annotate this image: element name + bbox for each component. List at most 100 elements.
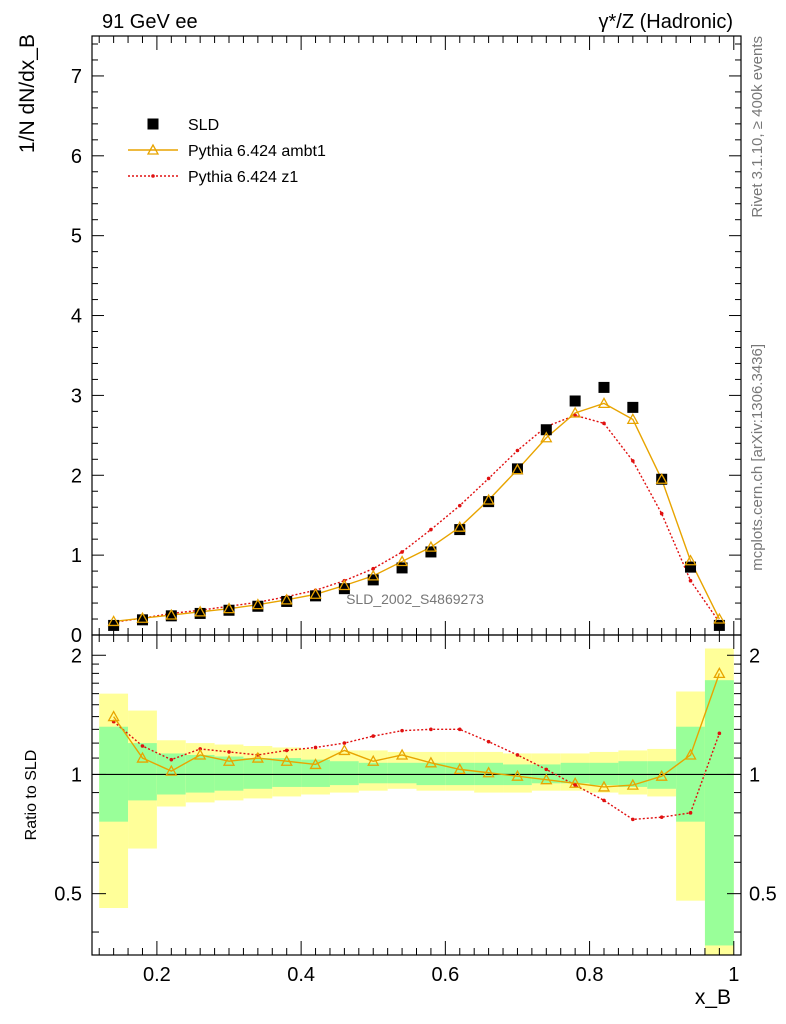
ratio-z1-point <box>515 753 520 757</box>
sld-point <box>685 561 697 573</box>
z1-point <box>631 459 635 463</box>
ratio-ambt1-point <box>655 769 668 781</box>
ambt1-point <box>395 555 409 567</box>
main-axes: 0 1 2 3 4 5 6 7 <box>71 35 742 647</box>
ratio-ytick-label: 1 <box>71 764 82 786</box>
ratio-ambt1-point <box>107 710 120 722</box>
ratio-z1-point <box>400 728 404 733</box>
ratio-ambt1-point <box>395 748 409 760</box>
ratio-ambt1-point <box>597 780 611 792</box>
sld-point <box>396 562 408 574</box>
sld-point <box>656 473 668 485</box>
main-ylabel: 1/N dN/dx_B <box>16 34 39 153</box>
sld-point <box>713 619 725 631</box>
ratio-z1-point <box>429 727 433 732</box>
ratio-ambt1-point <box>367 754 380 766</box>
main-ylabel-text: 1/N dN/dx_B <box>16 34 39 153</box>
z1-point <box>457 503 462 508</box>
ratio-ambt1-point <box>713 667 726 679</box>
x-tick-label: 0.6 <box>431 964 459 986</box>
main-ytick-label: 4 <box>71 306 82 328</box>
ratio-ambt1-point <box>453 763 466 775</box>
band-inner <box>128 743 157 801</box>
ambt1-point <box>482 493 495 505</box>
band-inner <box>358 762 388 784</box>
ratio-series-group <box>92 667 741 822</box>
ratio-z1-point <box>573 783 577 787</box>
ambt1-point <box>540 431 553 443</box>
band-inner <box>387 762 417 784</box>
ratio-uncertainty-bands <box>99 648 734 955</box>
ratio-ambt1-point <box>194 748 207 760</box>
band-inner <box>243 758 273 789</box>
ratio-ambt1-point <box>338 744 351 756</box>
z1-point <box>371 566 376 571</box>
ratio-z1-point <box>371 734 376 738</box>
sld-point <box>310 590 322 602</box>
main-ytick-label: 6 <box>71 146 82 168</box>
sld-point <box>598 381 610 393</box>
z1-line <box>113 414 720 623</box>
sld-point <box>454 524 466 536</box>
ambt1-point <box>655 472 668 484</box>
z1-point <box>573 413 577 418</box>
header-process: γ*/Z (Hadronic) <box>599 11 733 33</box>
legend-sld-marker <box>147 118 159 130</box>
ambt1-point <box>569 406 582 418</box>
ratio-z1-point <box>486 739 491 744</box>
ambt1-point <box>338 579 351 591</box>
legend-label: Pythia 6.424 ambt1 <box>188 143 326 160</box>
ratio-z1-point <box>140 744 145 748</box>
ratio-z1-point <box>544 767 549 772</box>
ratio-ambt1-point <box>165 764 178 776</box>
ambt1-line <box>113 402 720 623</box>
legend-ambt1-marker <box>146 143 160 155</box>
main-ytick-label: 7 <box>71 66 82 88</box>
ratio-z1-point <box>659 815 664 819</box>
ratio-ytick-label: 0.5 <box>54 884 82 906</box>
ratio-ambt1-point <box>511 769 524 781</box>
ratio-ambt1-point <box>251 751 264 763</box>
ambt1-point <box>222 602 236 614</box>
ambt1-point <box>309 587 322 599</box>
z1-point <box>429 527 433 532</box>
z1-point <box>602 421 606 426</box>
sld-point <box>194 607 206 619</box>
band-inner <box>329 761 359 786</box>
main-ytick-label: 2 <box>71 465 82 487</box>
ambt1-point <box>280 593 293 605</box>
ratio-ambt1-point <box>540 773 553 785</box>
ambt1-point <box>597 397 611 409</box>
main-series-group <box>107 381 726 631</box>
ratio-ambt1-point <box>280 754 293 766</box>
z1-point <box>486 476 491 481</box>
ratio-ytick-label: 2 <box>71 645 82 667</box>
ratio-ambt1-point <box>309 758 322 770</box>
ambt1-point <box>511 463 524 475</box>
ambt1-point <box>165 608 178 620</box>
ratio-z1-point <box>717 731 722 736</box>
ratio-ylabel: Ratio to SLD <box>23 750 40 841</box>
main-ytick-label: 0 <box>71 625 82 647</box>
sld-point <box>569 395 581 407</box>
ratio-ambt1-point <box>626 778 639 790</box>
sld-point <box>281 595 293 607</box>
ratio-ambt1-point <box>136 751 149 763</box>
z1-point <box>515 448 520 453</box>
ratio-ambt1-point <box>684 748 697 760</box>
z1-point <box>688 578 693 583</box>
ratio-ytick-label-right: 2 <box>749 645 760 667</box>
ratio-ytick-label-right: 1 <box>749 764 760 786</box>
band-inner <box>704 680 734 946</box>
band-inner <box>185 754 215 793</box>
ratio-ambt1-point <box>424 756 438 768</box>
ratio-ytick-label-right: 0.5 <box>749 884 777 906</box>
ambt1-point <box>424 540 438 552</box>
sld-point <box>483 496 495 508</box>
ambt1-point <box>251 598 264 610</box>
main-ytick-label: 5 <box>71 226 82 248</box>
ambt1-point <box>367 569 380 581</box>
analysis-label: SLD_2002_S4869273 <box>346 591 484 607</box>
ratio-z1-point <box>313 745 318 750</box>
